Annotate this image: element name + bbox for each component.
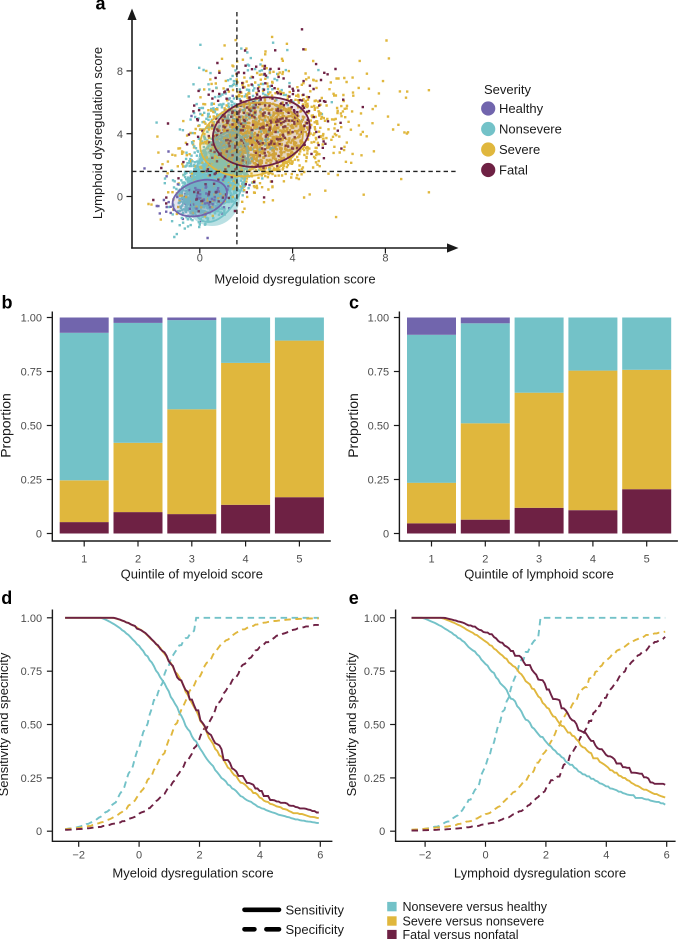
svg-text:0.75: 0.75 bbox=[21, 666, 42, 678]
svg-text:Severity: Severity bbox=[484, 82, 531, 97]
svg-text:c: c bbox=[349, 293, 359, 313]
svg-text:0.75: 0.75 bbox=[21, 367, 42, 379]
svg-text:0: 0 bbox=[197, 253, 203, 265]
svg-text:3: 3 bbox=[189, 554, 195, 566]
svg-text:0.50: 0.50 bbox=[368, 421, 389, 433]
svg-text:3: 3 bbox=[536, 554, 542, 566]
svg-text:0: 0 bbox=[383, 529, 389, 541]
svg-text:Sensitivity and specificity: Sensitivity and specificity bbox=[0, 652, 11, 796]
svg-text:0.25: 0.25 bbox=[364, 773, 385, 785]
svg-text:Fatal: Fatal bbox=[499, 163, 528, 178]
svg-text:6: 6 bbox=[317, 850, 323, 862]
svg-text:0: 0 bbox=[36, 529, 42, 541]
svg-text:0.50: 0.50 bbox=[21, 421, 42, 433]
svg-text:0.25: 0.25 bbox=[21, 475, 42, 487]
svg-text:0.50: 0.50 bbox=[364, 720, 385, 732]
svg-text:−2: −2 bbox=[72, 850, 85, 862]
svg-text:2: 2 bbox=[135, 554, 141, 566]
svg-text:Severe versus nonsevere: Severe versus nonsevere bbox=[403, 914, 545, 928]
svg-text:0.25: 0.25 bbox=[368, 475, 389, 487]
svg-text:Lymphoid dysregulation score: Lymphoid dysregulation score bbox=[454, 866, 626, 881]
svg-text:Fatal versus nonfatal: Fatal versus nonfatal bbox=[403, 928, 519, 939]
svg-text:Specificity: Specificity bbox=[286, 922, 345, 937]
svg-text:Proportion: Proportion bbox=[0, 393, 14, 458]
svg-text:0.75: 0.75 bbox=[368, 367, 389, 379]
svg-text:1.00: 1.00 bbox=[368, 313, 389, 325]
svg-text:4: 4 bbox=[117, 129, 123, 141]
svg-text:6: 6 bbox=[664, 850, 670, 862]
svg-text:Myeloid dysregulation score: Myeloid dysregulation score bbox=[112, 866, 273, 881]
svg-text:0: 0 bbox=[136, 850, 142, 862]
svg-text:1.00: 1.00 bbox=[21, 613, 42, 625]
svg-text:2: 2 bbox=[543, 850, 549, 862]
svg-text:Sensitivity: Sensitivity bbox=[286, 902, 345, 917]
svg-text:0.25: 0.25 bbox=[21, 773, 42, 785]
svg-text:8: 8 bbox=[382, 253, 388, 265]
svg-text:−2: −2 bbox=[419, 850, 432, 862]
svg-text:Severe: Severe bbox=[499, 142, 540, 157]
svg-text:4: 4 bbox=[603, 850, 609, 862]
svg-text:4: 4 bbox=[290, 253, 296, 265]
svg-text:0: 0 bbox=[482, 850, 488, 862]
svg-text:a: a bbox=[96, 0, 107, 14]
svg-text:2: 2 bbox=[482, 554, 488, 566]
svg-text:5: 5 bbox=[296, 554, 302, 566]
svg-text:Proportion: Proportion bbox=[345, 393, 361, 458]
svg-text:1: 1 bbox=[428, 554, 434, 566]
svg-text:2: 2 bbox=[196, 850, 202, 862]
svg-text:b: b bbox=[2, 293, 13, 313]
svg-text:0.75: 0.75 bbox=[364, 666, 385, 678]
svg-text:0: 0 bbox=[36, 826, 42, 838]
svg-text:0: 0 bbox=[379, 826, 385, 838]
svg-text:d: d bbox=[1, 588, 12, 608]
svg-text:4: 4 bbox=[257, 850, 263, 862]
svg-text:5: 5 bbox=[644, 554, 650, 566]
svg-text:0: 0 bbox=[117, 192, 123, 204]
svg-text:4: 4 bbox=[590, 554, 596, 566]
svg-text:Myeloid dysregulation score: Myeloid dysregulation score bbox=[214, 272, 375, 287]
svg-text:Quintile of myeloid score: Quintile of myeloid score bbox=[121, 567, 263, 582]
svg-text:Lymphoid dysregulation score: Lymphoid dysregulation score bbox=[90, 47, 105, 219]
svg-text:Nonsevere versus healthy: Nonsevere versus healthy bbox=[403, 900, 548, 914]
svg-text:e: e bbox=[349, 588, 359, 608]
svg-text:Sensitivity and specificity: Sensitivity and specificity bbox=[344, 652, 359, 796]
svg-text:Nonsevere: Nonsevere bbox=[499, 122, 562, 137]
svg-text:0.50: 0.50 bbox=[21, 720, 42, 732]
svg-text:1: 1 bbox=[81, 554, 87, 566]
svg-text:4: 4 bbox=[243, 554, 249, 566]
svg-text:1.00: 1.00 bbox=[364, 613, 385, 625]
svg-text:Quintile of lymphoid score: Quintile of lymphoid score bbox=[464, 567, 614, 582]
svg-text:1.00: 1.00 bbox=[21, 313, 42, 325]
svg-text:8: 8 bbox=[117, 66, 123, 78]
svg-text:Healthy: Healthy bbox=[499, 101, 544, 116]
